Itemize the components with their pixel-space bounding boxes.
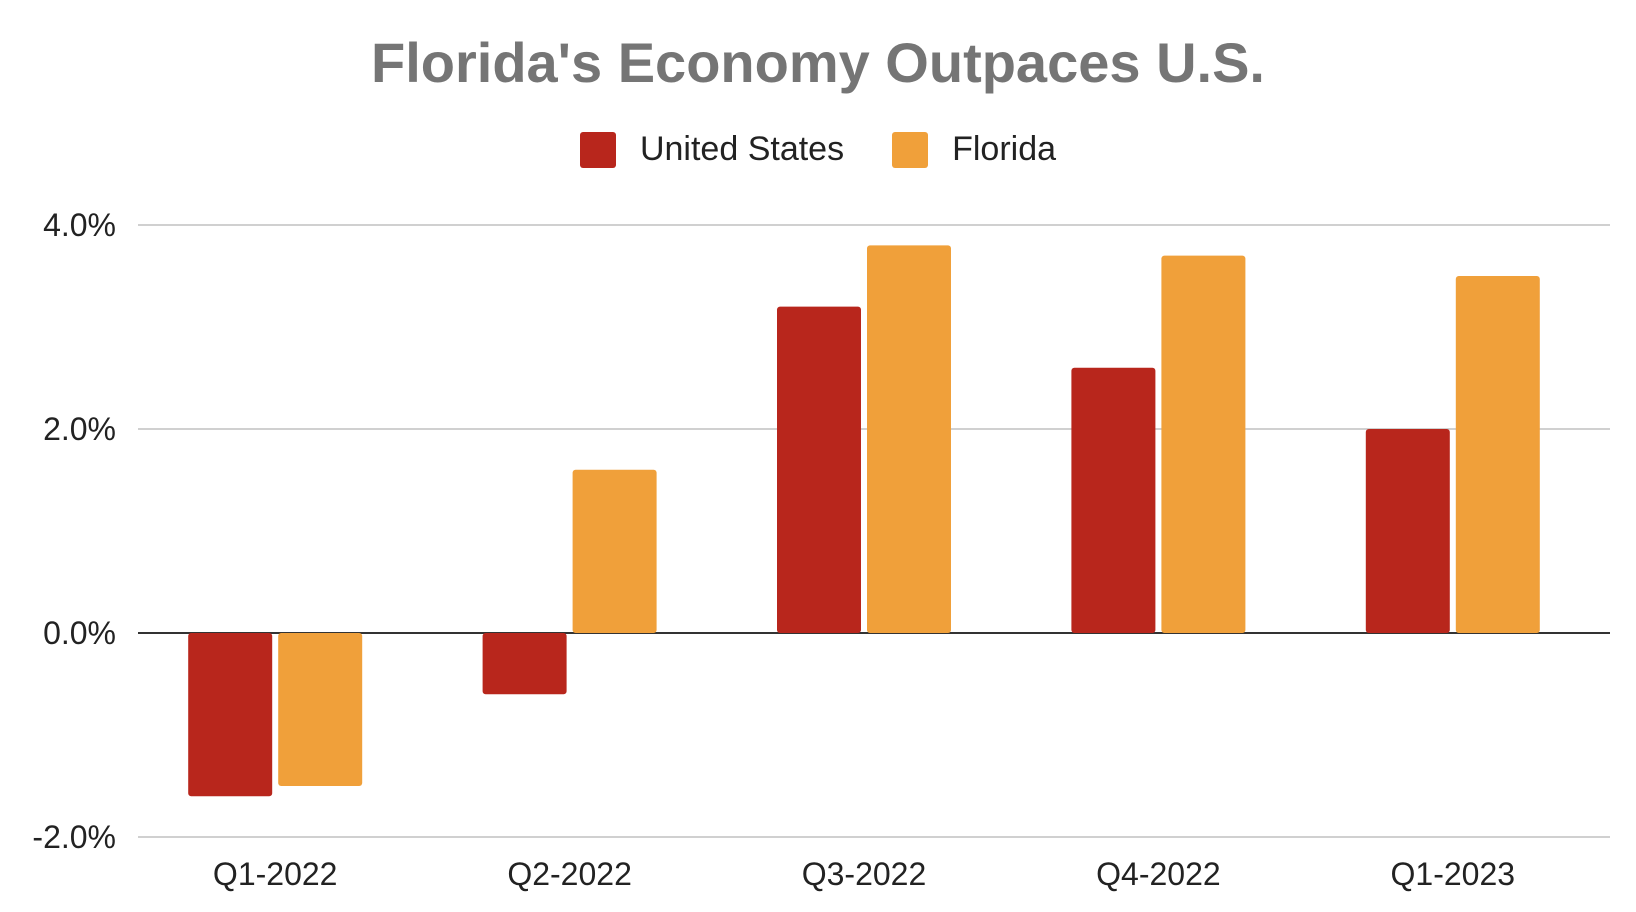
bar-united-states-q3-2022 — [777, 306, 861, 633]
legend-item-florida: Florida — [892, 130, 1056, 169]
x-tick-label: Q1-2023 — [1391, 856, 1516, 892]
x-tick-label: Q2-2022 — [507, 856, 632, 892]
legend-item-united-states: United States — [579, 130, 845, 169]
x-tick-label: Q1-2022 — [213, 856, 338, 892]
y-tick-label: -2.0% — [32, 819, 116, 855]
y-tick-label: 0.0% — [43, 615, 116, 651]
bar-united-states-q2-2022 — [482, 633, 567, 695]
chart-title: Florida's Economy Outpaces U.S. — [371, 31, 1265, 94]
bar-florida-q1-2022 — [278, 633, 363, 786]
legend-label-florida: Florida — [952, 130, 1057, 168]
legend-swatch-united-states — [579, 131, 616, 168]
y-tick-label: 2.0% — [43, 411, 116, 447]
bar-united-states-q1-2022 — [188, 633, 273, 797]
bar-united-states-q1-2023 — [1365, 429, 1450, 633]
x-tick-label: Q3-2022 — [802, 856, 927, 892]
legend-label-united-states: United States — [639, 130, 845, 168]
legend: United States Florida — [0, 130, 1636, 169]
bar-florida-q1-2023 — [1455, 276, 1540, 633]
legend-swatch-florida — [892, 131, 929, 168]
bar-florida-q4-2022 — [1161, 255, 1246, 633]
bar-florida-q2-2022 — [572, 469, 657, 633]
bar-florida-q3-2022 — [867, 245, 951, 633]
y-tick-label: 4.0% — [43, 207, 116, 243]
x-tick-label: Q4-2022 — [1096, 856, 1221, 892]
bar-united-states-q4-2022 — [1071, 367, 1156, 633]
